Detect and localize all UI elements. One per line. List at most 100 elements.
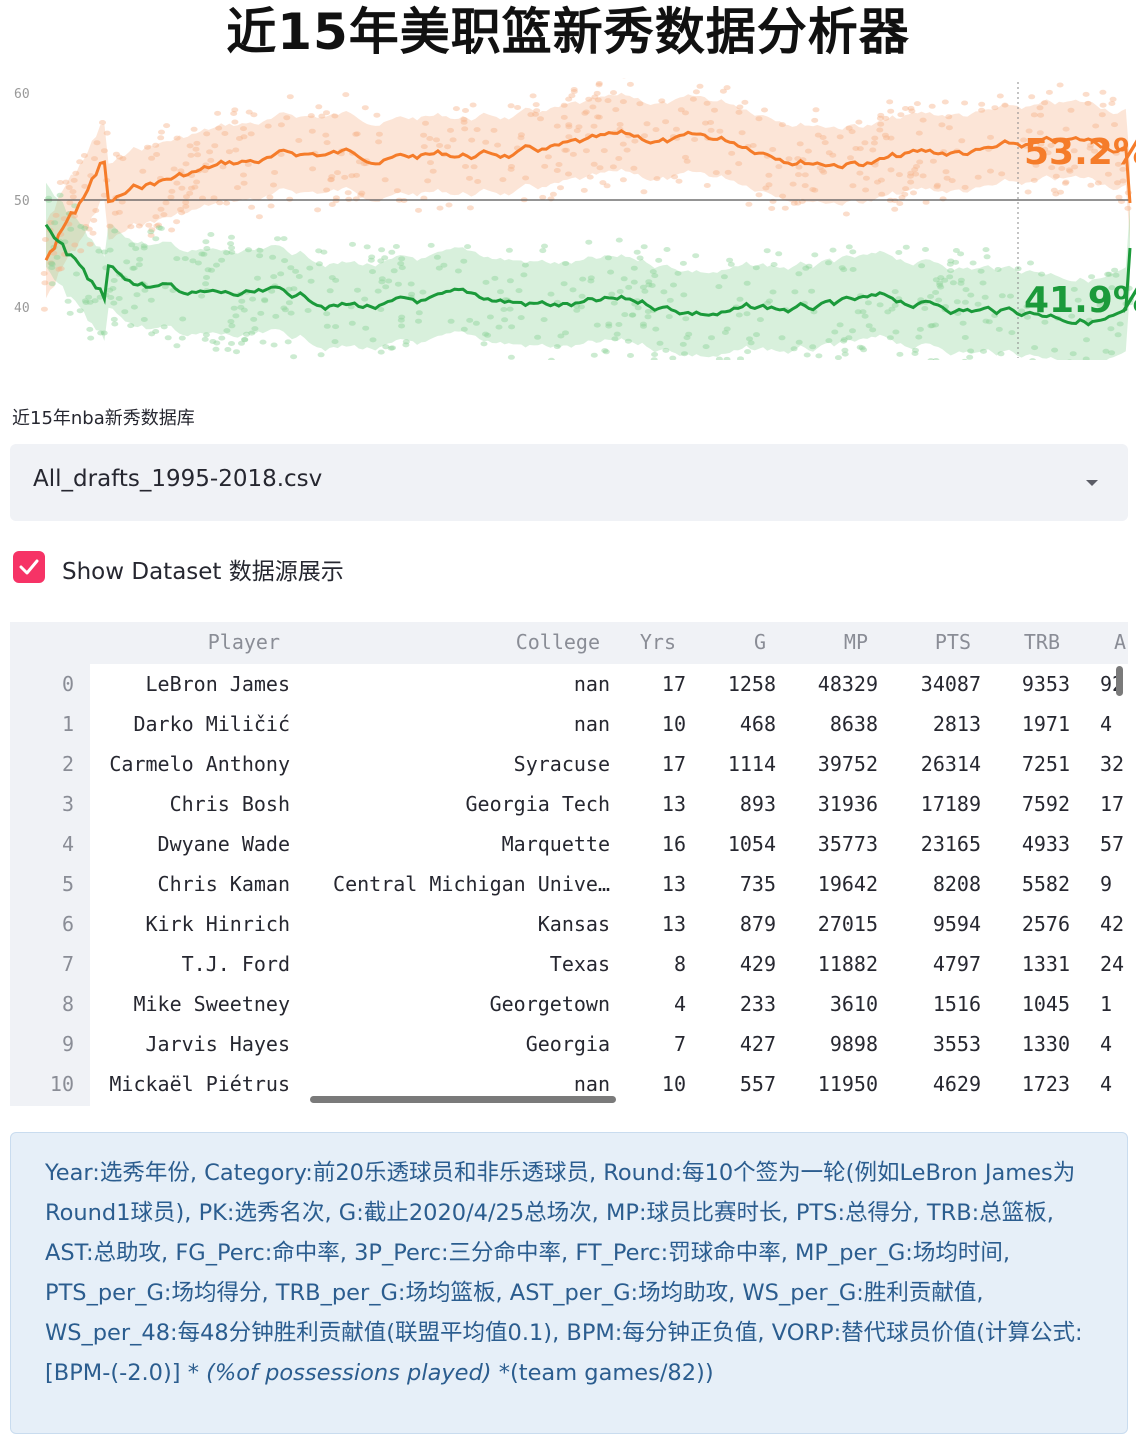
cell-g: 233 — [739, 992, 776, 1016]
cell-yrs: 17 — [661, 672, 686, 696]
table-row[interactable]: 9 Jarvis Hayes Georgia 7 427 9898 3553 1330 4 — [10, 1024, 1128, 1064]
cell-mp: 11950 — [817, 1072, 878, 1096]
cell-college: nan — [573, 712, 610, 736]
cell-index: 9 — [61, 1032, 74, 1056]
cell-mp: 9898 — [829, 1032, 878, 1056]
table-row[interactable]: 1 Darko Miličić nan 10 468 8638 2813 1971 4 — [10, 704, 1128, 744]
show-dataset-label: Show Dataset 数据源展示 — [62, 559, 344, 585]
cell-yrs: 17 — [661, 752, 686, 776]
y-tick-40: 40 — [14, 301, 30, 316]
table-row[interactable]: 6 Kirk Hinrich Kansas 13 879 27015 9594 2576 42 — [10, 904, 1128, 944]
cell-a: 24 — [1100, 952, 1125, 976]
cell-a: 4 — [1100, 712, 1113, 736]
orange-confidence-band — [46, 92, 1130, 299]
page-title: 近15年美职篮新秀数据分析器 — [226, 3, 910, 61]
cell-player: Dwyane Wade — [157, 832, 290, 856]
cell-college: nan — [573, 1072, 610, 1096]
horizontal-scrollbar[interactable] — [310, 1096, 616, 1103]
cell-trb: 7592 — [1021, 792, 1070, 816]
cell-trb: 5582 — [1021, 872, 1070, 896]
cell-pts: 4797 — [932, 952, 981, 976]
cell-mp: 19642 — [817, 872, 878, 896]
cell-trb: 9353 — [1021, 672, 1070, 696]
cell-yrs: 10 — [661, 712, 686, 736]
cell-yrs: 4 — [673, 992, 686, 1016]
column-header-yrs[interactable]: Yrs — [639, 630, 676, 654]
table-row[interactable]: 3 Chris Bosh Georgia Tech 13 893 31936 17189 75… — [10, 784, 1128, 824]
cell-a: 42 — [1100, 912, 1125, 936]
table-header: Player College Yrs G MP PTS TRB A — [10, 622, 1128, 664]
cell-yrs: 13 — [661, 912, 686, 936]
cell-player: Jarvis Hayes — [145, 1032, 291, 1056]
cell-college: Central Michigan Unive… — [333, 872, 610, 896]
cell-g: 427 — [739, 1032, 776, 1056]
cell-yrs: 10 — [661, 1072, 686, 1096]
cell-college: nan — [573, 672, 610, 696]
cell-index: 5 — [61, 872, 74, 896]
column-header-mp[interactable]: MP — [843, 630, 868, 654]
table-row[interactable]: 8 Mike Sweetney Georgetown 4 233 3610 1516 1045… — [10, 984, 1128, 1024]
column-header-g[interactable]: G — [753, 630, 766, 654]
table-row[interactable]: 7 T.J. Ford Texas 8 429 11882 4797 1331 24 — [10, 944, 1128, 984]
cell-a: 32 — [1100, 752, 1125, 776]
database-select[interactable]: All_drafts_1995-2018.csv — [10, 444, 1128, 521]
green-trend-line — [44, 223, 1132, 327]
cell-mp: 8638 — [829, 712, 878, 736]
cell-index: 8 — [61, 992, 74, 1016]
cell-trb: 2576 — [1021, 912, 1070, 936]
column-header-player[interactable]: Player — [207, 630, 280, 654]
column-header-trb[interactable]: TRB — [1023, 630, 1060, 654]
cell-a: 1 — [1100, 992, 1113, 1016]
table-row[interactable]: 5 Chris Kaman Central Michigan Unive… 13 735… — [10, 864, 1128, 904]
cell-index: 7 — [61, 952, 74, 976]
column-header-pts[interactable]: PTS — [934, 630, 971, 654]
cell-college: Syracuse — [513, 752, 610, 776]
table-index-column — [10, 664, 90, 1106]
cell-trb: 1330 — [1021, 1032, 1070, 1056]
cell-a: 17 — [1100, 792, 1125, 816]
cell-college: Texas — [549, 952, 610, 976]
vertical-scrollbar[interactable] — [1116, 666, 1123, 696]
cell-yrs: 7 — [673, 1032, 686, 1056]
cell-pts: 9594 — [932, 912, 981, 936]
cell-yrs: 8 — [673, 952, 686, 976]
orange-scatter-dots — [40, 73, 1132, 312]
cell-trb: 4933 — [1021, 832, 1070, 856]
cell-player: Darko Miličić — [133, 712, 290, 736]
table-row[interactable]: 0 LeBron James nan 17 1258 48329 34087 9353 92 — [10, 664, 1128, 704]
cell-g: 893 — [739, 792, 776, 816]
cell-college: Georgetown — [489, 992, 610, 1016]
cell-index: 4 — [61, 832, 74, 856]
cell-yrs: 16 — [661, 832, 686, 856]
cell-mp: 11882 — [817, 952, 878, 976]
cell-trb: 1723 — [1021, 1072, 1070, 1096]
cell-pts: 23165 — [920, 832, 981, 856]
cell-player: Chris Bosh — [169, 792, 290, 816]
column-header-a[interactable]: A — [1114, 630, 1127, 654]
cell-index: 3 — [61, 792, 74, 816]
table-row[interactable]: 10 Mickaël Piétrus nan 10 557 11950 4629 1723 4 — [10, 1064, 1128, 1104]
cell-college: Georgia — [525, 1032, 610, 1056]
dataset-table[interactable]: Player College Yrs G MP PTS TRB A 0 LeBro… — [10, 622, 1128, 1106]
info-text: Year:选秀年份, Category:前20乐透球员和非乐透球员, Round… — [45, 1160, 1083, 1386]
info-text-end: *(team games/82)) — [491, 1360, 714, 1386]
cell-mp: 31936 — [817, 792, 878, 816]
cell-index: 0 — [61, 672, 74, 696]
info-box: Year:选秀年份, Category:前20乐透球员和非乐透球员, Round… — [10, 1132, 1128, 1434]
chevron-down-icon[interactable] — [1086, 480, 1098, 486]
show-dataset-checkbox[interactable] — [13, 551, 45, 583]
cell-g: 468 — [739, 712, 776, 736]
cell-pts: 26314 — [920, 752, 981, 776]
cell-yrs: 13 — [661, 872, 686, 896]
y-tick-50: 50 — [14, 194, 30, 209]
cell-index: 6 — [61, 912, 74, 936]
cell-player: Mike Sweetney — [133, 992, 290, 1016]
column-header-college[interactable]: College — [515, 630, 600, 654]
checkmark-icon — [19, 559, 39, 575]
cell-player: Mickaël Piétrus — [109, 1072, 290, 1096]
table-row[interactable]: 2 Carmelo Anthony Syracuse 17 1114 39752 26314… — [10, 744, 1128, 784]
table-row[interactable]: 4 Dwyane Wade Marquette 16 1054 35773 23165 493… — [10, 824, 1128, 864]
cell-player: T.J. Ford — [181, 952, 290, 976]
cell-a: 57 — [1100, 832, 1125, 856]
cell-mp: 39752 — [817, 752, 878, 776]
